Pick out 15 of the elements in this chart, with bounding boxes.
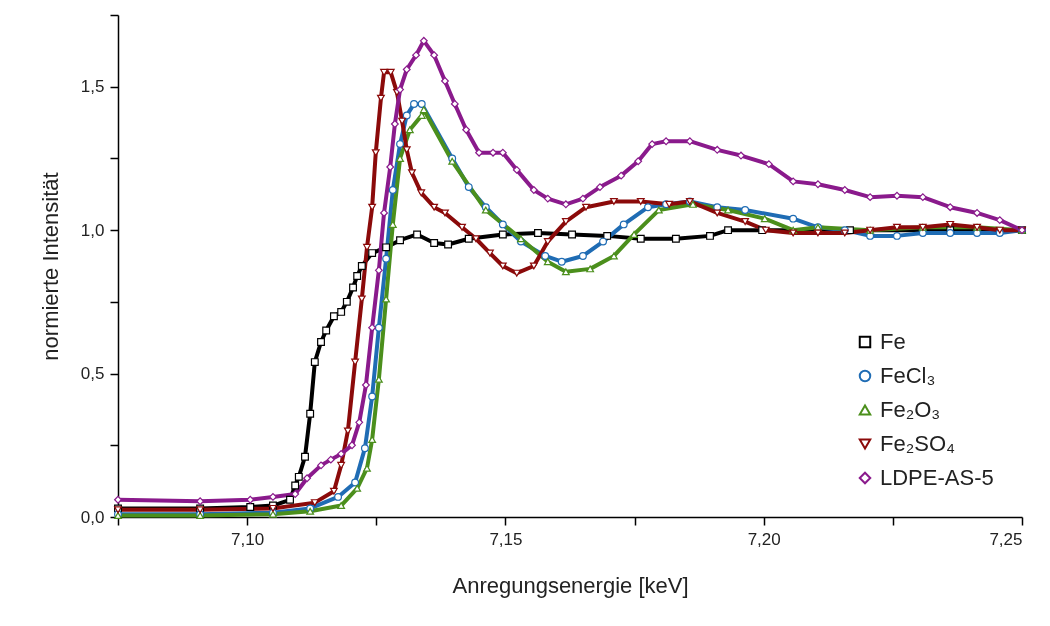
- x-axis-title: Anregungsenergie [keV]: [452, 572, 689, 598]
- x-tick-label: 7,25: [989, 529, 1023, 549]
- legend-label: Fe: [880, 329, 906, 354]
- legend-label: LDPE-AS-5: [880, 465, 994, 490]
- x-tick-label: 7,15: [489, 529, 523, 549]
- y-tick-label: 1,5: [80, 77, 105, 97]
- legend-label: FeCl₃: [880, 363, 936, 388]
- y-tick-label: 1,0: [80, 220, 105, 240]
- legend-label: Fe₂O₃: [880, 397, 941, 422]
- y-tick-label: 0,5: [80, 364, 105, 384]
- x-tick-label: 7,10: [231, 529, 265, 549]
- x-tick-label: 7,20: [747, 529, 781, 549]
- y-axis-title: normierte Intensität: [37, 172, 63, 361]
- y-tick-label: 0,0: [80, 507, 105, 527]
- legend-label: Fe₂SO₄: [880, 431, 955, 456]
